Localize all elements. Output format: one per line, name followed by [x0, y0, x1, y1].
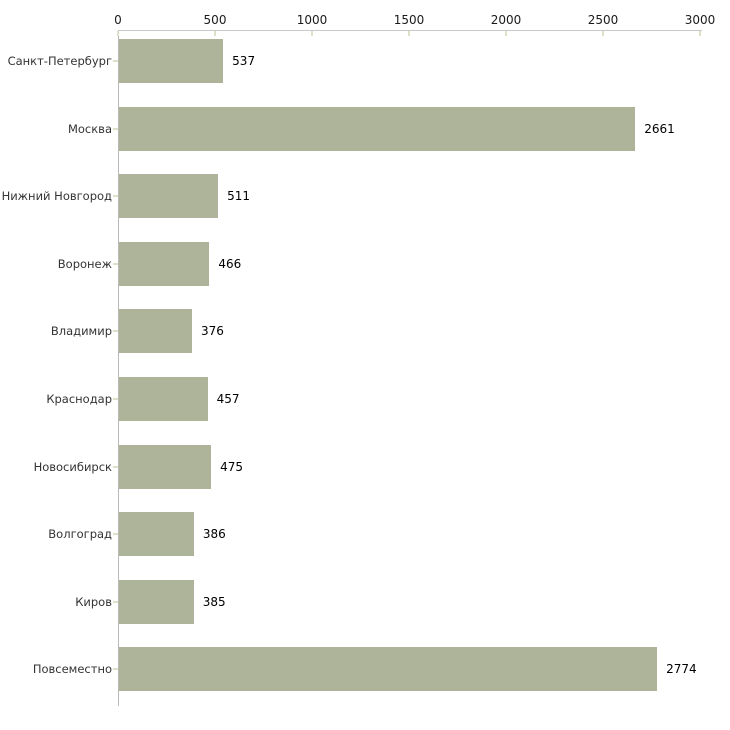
category-label: Волгоград	[48, 527, 112, 542]
value-label: 385	[202, 594, 226, 609]
category-label: Киров	[75, 594, 112, 609]
bar	[119, 579, 194, 624]
bar	[119, 241, 210, 286]
bar	[119, 174, 219, 219]
x-tick-mark	[699, 31, 701, 36]
category-tick-mark	[113, 127, 118, 130]
category-label: Повсеместно	[32, 662, 112, 677]
bar	[119, 39, 224, 83]
value-label: 2774	[666, 662, 697, 677]
value-label: 466	[218, 256, 242, 271]
x-tick-mark	[311, 31, 313, 36]
bar	[119, 106, 636, 151]
x-axis-line	[118, 30, 702, 31]
bar	[119, 444, 212, 489]
category-label: Владимир	[50, 324, 112, 339]
x-tick-mark	[505, 31, 507, 36]
category-tick-mark	[113, 60, 118, 62]
value-label: 457	[216, 392, 240, 406]
x-tick-mark	[214, 31, 216, 36]
value-label: 386	[202, 527, 226, 542]
bar	[119, 309, 192, 354]
x-tick-mark	[117, 31, 119, 36]
value-label: 537	[232, 54, 256, 68]
bar	[119, 377, 208, 421]
category-tick-mark	[113, 398, 118, 400]
category-tick-mark	[113, 600, 118, 603]
value-label: 475	[220, 459, 244, 474]
x-tick-label: 0	[114, 13, 122, 27]
category-label: Нижний Новгород	[1, 189, 112, 204]
category-label: Санкт-Петербург	[7, 54, 112, 68]
value-label: 511	[227, 189, 251, 204]
category-label: Москва	[67, 121, 112, 136]
x-tick-label: 1000	[296, 13, 328, 27]
category-tick-mark	[113, 533, 118, 536]
x-tick-label: 1500	[393, 13, 425, 27]
value-label: 2661	[644, 121, 675, 136]
value-label: 376	[200, 324, 224, 339]
category-tick-mark	[113, 195, 118, 198]
x-tick-label: 500	[203, 13, 227, 27]
category-tick-mark	[113, 465, 118, 468]
x-tick-label: 3000	[684, 13, 716, 27]
y-axis-line	[118, 30, 119, 706]
x-tick-label: 2500	[587, 13, 619, 27]
x-tick-mark	[408, 31, 410, 36]
category-tick-mark	[113, 330, 118, 333]
category-label: Воронеж	[57, 256, 112, 271]
bar	[119, 512, 194, 557]
bar	[119, 647, 658, 692]
category-tick-mark	[113, 262, 118, 265]
category-tick-mark	[113, 668, 118, 671]
x-tick-label: 2000	[490, 13, 522, 27]
category-label: Краснодар	[46, 392, 112, 406]
x-tick-mark	[602, 31, 604, 36]
category-label: Новосибирск	[33, 459, 112, 474]
